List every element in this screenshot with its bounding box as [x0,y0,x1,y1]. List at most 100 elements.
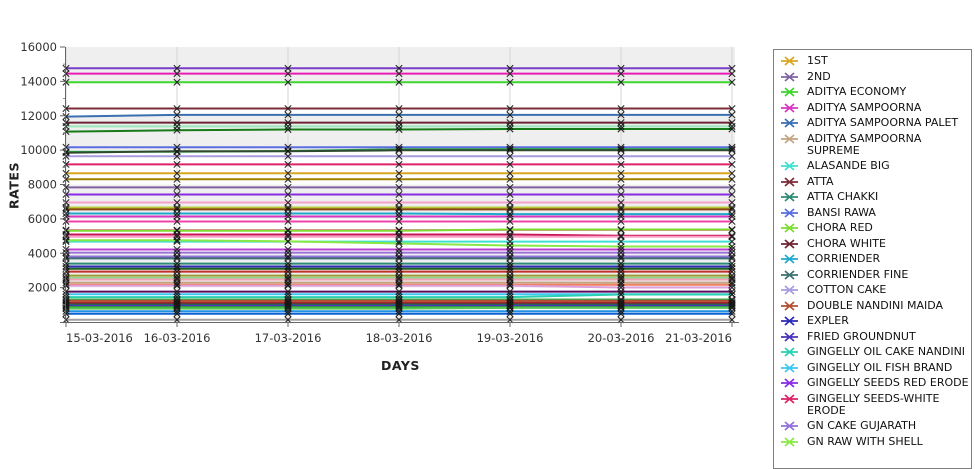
legend-item-label: GN CAKE GUJARATH [807,419,917,432]
y-tick-label: 16000 [20,40,57,54]
data-point-marker [173,111,181,119]
data-point-marker [617,125,625,133]
x-axis-title: DAYS [381,358,420,373]
legend-item-label: ADITYA ECONOMY [807,85,907,98]
data-point-marker [617,210,625,218]
legend-item-label: ADITYA SAMPOORNA SUPREME [807,131,922,157]
legend-item[interactable]: ADITYA SAMPOORNA [781,101,969,114]
legend-item[interactable]: 1ST [781,55,969,67]
data-point-marker [395,143,403,151]
data-point-marker [728,225,736,234]
data-point-marker [728,301,736,309]
legend-item[interactable]: ALASANDE BIG [781,160,969,172]
data-point-marker [173,281,181,289]
rates-line-chart: 2000 4000 6000 8000 10000 12000 14000 16000 15-0… [20,40,739,345]
data-point-marker [173,245,181,254]
legend-item[interactable]: COTTON CAKE [781,284,969,296]
data-point-marker [617,70,625,78]
legend-item[interactable]: GINGELLY OIL FISH BRAND [781,361,969,374]
legend-item[interactable]: DOUBLE NANDINI MAIDA [781,298,969,312]
data-point-marker [506,175,514,183]
data-point-marker [395,281,403,289]
data-point-marker [506,282,514,290]
legend-item-label: FRIED GROUNDNUT [807,329,916,343]
data-point-marker [395,252,403,261]
data-point-marker [284,305,292,313]
legend-item[interactable]: GINGELLY SEEDS-WHITE ERODE [781,392,969,417]
data-point-marker [284,104,292,113]
legend-item[interactable]: ATTA [781,175,969,188]
legend-series-marker-icon [781,347,798,357]
legend-series-marker-icon [781,56,798,66]
data-point-marker [617,252,625,261]
data-point-marker [173,203,181,212]
data-point-marker [173,254,181,262]
data-point-marker [395,279,403,287]
data-point-marker [284,209,292,218]
y-tick-label: 8000 [28,178,57,192]
data-point-marker [173,316,181,324]
data-point-marker [617,245,625,254]
legend-item[interactable]: GN CAKE GUJARATH [781,420,969,432]
legend-item[interactable]: GINGELLY SEEDS RED ERODE [781,377,969,389]
data-point-marker [728,310,736,318]
legend-series-marker-icon [781,133,798,144]
data-point-marker [506,230,514,239]
data-point-marker [506,203,514,212]
legend-item[interactable]: ADITYA ECONOMY [781,86,969,98]
data-point-marker [173,169,181,177]
legend-item[interactable]: CHORA WHITE [781,237,969,250]
data-point-marker [173,290,181,298]
data-point-marker [506,160,514,168]
data-point-marker [173,287,181,296]
data-point-marker [728,281,736,289]
data-point-marker [506,70,514,78]
data-point-marker [728,145,736,153]
legend-item[interactable]: FRIED GROUNDNUT [781,329,969,343]
data-point-marker [617,183,625,192]
data-point-marker [284,203,292,212]
legend-item[interactable]: ADITYA SAMPOORNA PALET [781,117,969,129]
data-point-marker [617,145,625,153]
legend-item[interactable]: GN RAW WITH SHELL [781,435,969,448]
data-point-marker [617,302,625,310]
data-point-marker [395,230,403,239]
data-point-marker [284,287,292,296]
data-point-marker [395,310,403,318]
data-point-marker [173,70,181,78]
x-tick-label: 18-03-2016 [366,331,433,345]
data-point-marker [284,254,292,262]
data-point-marker [617,175,625,183]
data-point-marker [506,169,514,177]
legend-item[interactable]: GINGELLY OIL CAKE NANDINI [781,346,969,358]
data-point-marker [173,160,181,168]
legend-item[interactable]: CHORA RED [781,222,969,234]
legend-item[interactable]: EXPLER [781,315,969,327]
data-point-marker [506,287,514,296]
data-point-marker [617,104,625,113]
data-point-marker [173,183,181,192]
data-point-marker [617,111,625,119]
legend-item[interactable]: CORRIENDER [781,253,969,265]
data-point-marker [728,302,736,310]
data-point-marker [506,183,514,192]
data-point-marker [284,230,292,239]
legend-item[interactable]: BANSI RAWA [781,206,969,219]
data-point-marker [617,310,625,318]
data-point-marker [173,307,181,315]
data-point-marker [173,305,181,313]
data-point-marker [728,146,736,154]
legend-item-label: ADITYA SAMPOORNA PALET [807,116,959,129]
legend-item[interactable]: ATTA CHAKKI [781,191,969,203]
data-point-marker [617,242,625,251]
legend-item[interactable]: ADITYA SAMPOORNA SUPREME [781,131,969,157]
legend-item[interactable]: 2ND [781,70,969,83]
data-point-marker [506,316,514,324]
data-point-marker [506,210,514,218]
legend-item-label: DOUBLE NANDINI MAIDA [807,298,944,312]
legend-item[interactable]: CORRIENDER FINE [781,268,969,281]
data-point-marker [506,301,514,309]
data-point-marker [728,242,736,251]
data-point-marker [173,279,181,287]
x-tick-label: 21-03-2016 [665,331,732,345]
